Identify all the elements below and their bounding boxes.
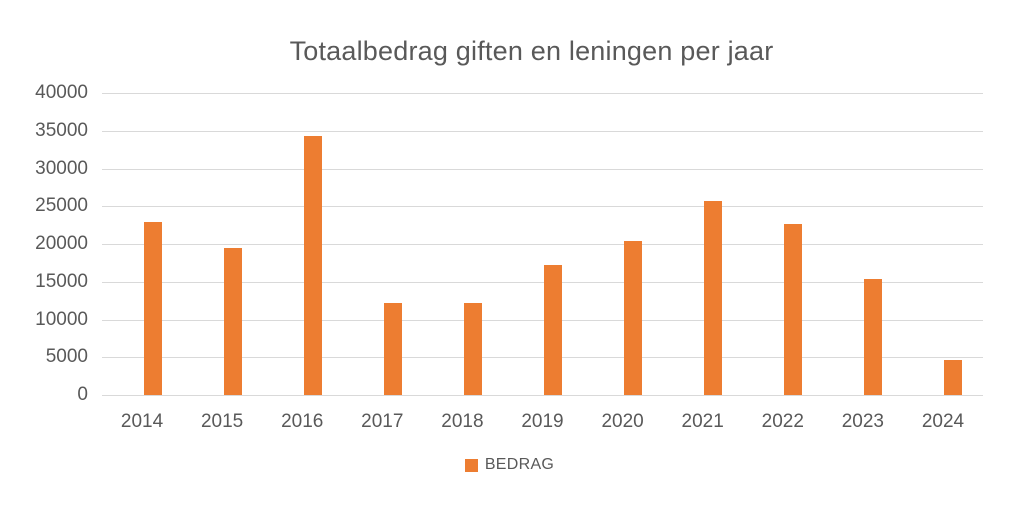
- x-tick-label-2022: 2022: [761, 411, 804, 432]
- y-tick-label-35000: 35000: [35, 119, 88, 141]
- gridline-30000: [102, 168, 983, 170]
- y-tick-label-40000: 40000: [35, 82, 88, 103]
- bar-2020: [624, 241, 643, 395]
- gridline-20000: [102, 244, 983, 245]
- y-tick-label-30000: 30000: [35, 157, 88, 179]
- x-tick-label-2018: 2018: [441, 411, 484, 432]
- bar-2014: [143, 222, 162, 395]
- bar-2024: [944, 359, 963, 395]
- bar-2017: [383, 303, 402, 395]
- x-tick-label-2024: 2024: [921, 411, 965, 432]
- y-tick-label-0: 0: [77, 384, 88, 405]
- x-tick-label-2017: 2017: [361, 411, 404, 432]
- gridline-0: [102, 395, 983, 396]
- y-tick-label-20000: 20000: [35, 233, 88, 254]
- chart-title: Totaalbedrag giften en leningen per jaar: [289, 36, 774, 66]
- gridline-15000: [102, 281, 983, 283]
- bar-2019: [544, 264, 562, 395]
- x-tick-label-2020: 2020: [601, 411, 644, 432]
- y-tick-label-10000: 10000: [35, 308, 88, 330]
- legend-label: BEDRAG: [484, 456, 555, 473]
- legend-swatch-icon: [464, 458, 478, 472]
- gridline-35000: [102, 130, 983, 132]
- bar-2018: [463, 302, 482, 395]
- x-tick-label-2019: 2019: [521, 411, 564, 432]
- x-tick-label-2021: 2021: [681, 411, 724, 432]
- bar-2015: [223, 247, 242, 395]
- gridline-40000: [102, 93, 983, 94]
- x-tick-label-2014: 2014: [120, 411, 164, 432]
- legend: BEDRAG: [0, 456, 1019, 474]
- bar-2022: [784, 223, 803, 395]
- bar-2023: [864, 279, 883, 395]
- gridline-10000: [102, 319, 983, 321]
- y-tick-label-15000: 15000: [35, 270, 88, 292]
- x-tick-label-2015: 2015: [200, 411, 244, 432]
- x-tick-label-2016: 2016: [281, 411, 324, 432]
- y-tick-label-5000: 5000: [45, 346, 88, 368]
- gridline-5000: [102, 357, 983, 359]
- gridline-25000: [102, 206, 983, 208]
- y-tick-label-25000: 25000: [35, 195, 88, 217]
- bar-2016: [303, 135, 322, 395]
- x-tick-label-2023: 2023: [841, 411, 884, 432]
- bar-2021: [704, 201, 723, 395]
